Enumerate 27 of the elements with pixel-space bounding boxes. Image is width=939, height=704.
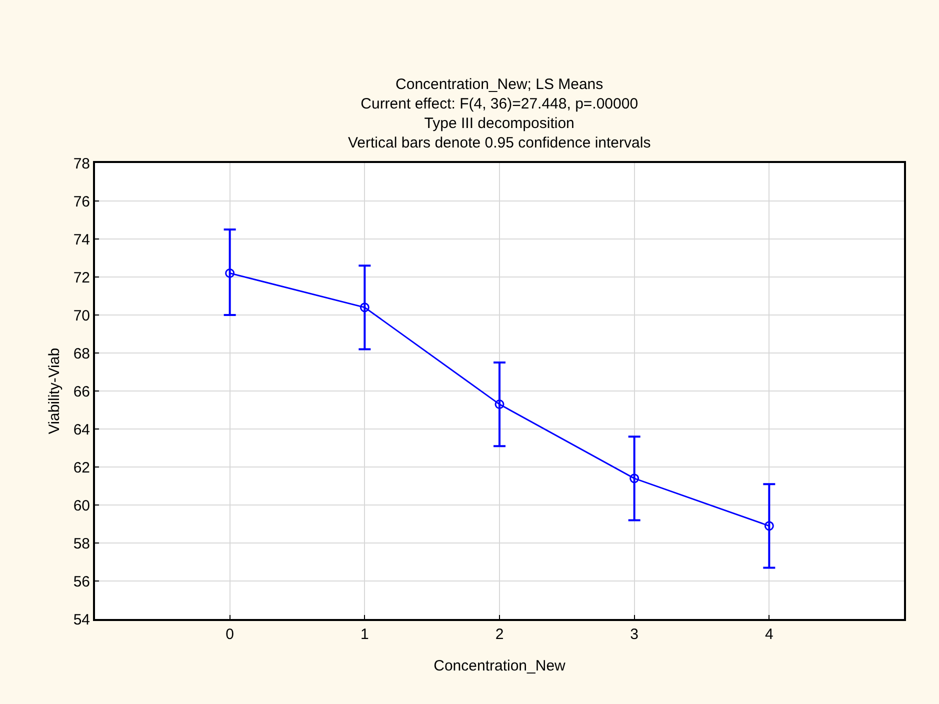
chart-title: Concentration_New; LS Means	[396, 76, 604, 93]
point	[630, 474, 640, 484]
y-tick-label: 78	[73, 155, 90, 172]
y-tick-label: 70	[73, 307, 90, 324]
x-tick-label: 2	[495, 626, 504, 643]
y-tick-label: 72	[73, 269, 90, 286]
y-tick-label: 54	[73, 611, 90, 628]
y-tick-label: 56	[73, 573, 90, 590]
y-tick-label: 76	[73, 193, 90, 210]
x-tick-label: 0	[226, 626, 234, 643]
y-tick-label: 74	[73, 231, 90, 248]
y-tick-label: 62	[73, 459, 90, 476]
y-tick-label: 64	[73, 421, 90, 438]
x-tick-label: 1	[360, 626, 369, 643]
x-tick-label: 4	[765, 626, 774, 643]
point	[764, 521, 774, 531]
y-axis-title: Viability-Viab	[46, 348, 64, 434]
chart-subtitle: Current effect: F(4, 36)=27.448, p=.00000 Type III decomposition Vertical bars denote 0.95 confidence intervals	[348, 96, 651, 152]
y-tick-label: 60	[73, 497, 90, 514]
point	[360, 302, 370, 312]
point	[494, 400, 504, 410]
x-axis-title: Concentration_New	[434, 658, 566, 674]
y-tick-label: 68	[73, 345, 90, 362]
point	[225, 268, 235, 278]
x-tick-label: 3	[630, 626, 638, 643]
y-tick-label: 66	[73, 383, 90, 400]
y-tick-label: 58	[73, 535, 90, 552]
